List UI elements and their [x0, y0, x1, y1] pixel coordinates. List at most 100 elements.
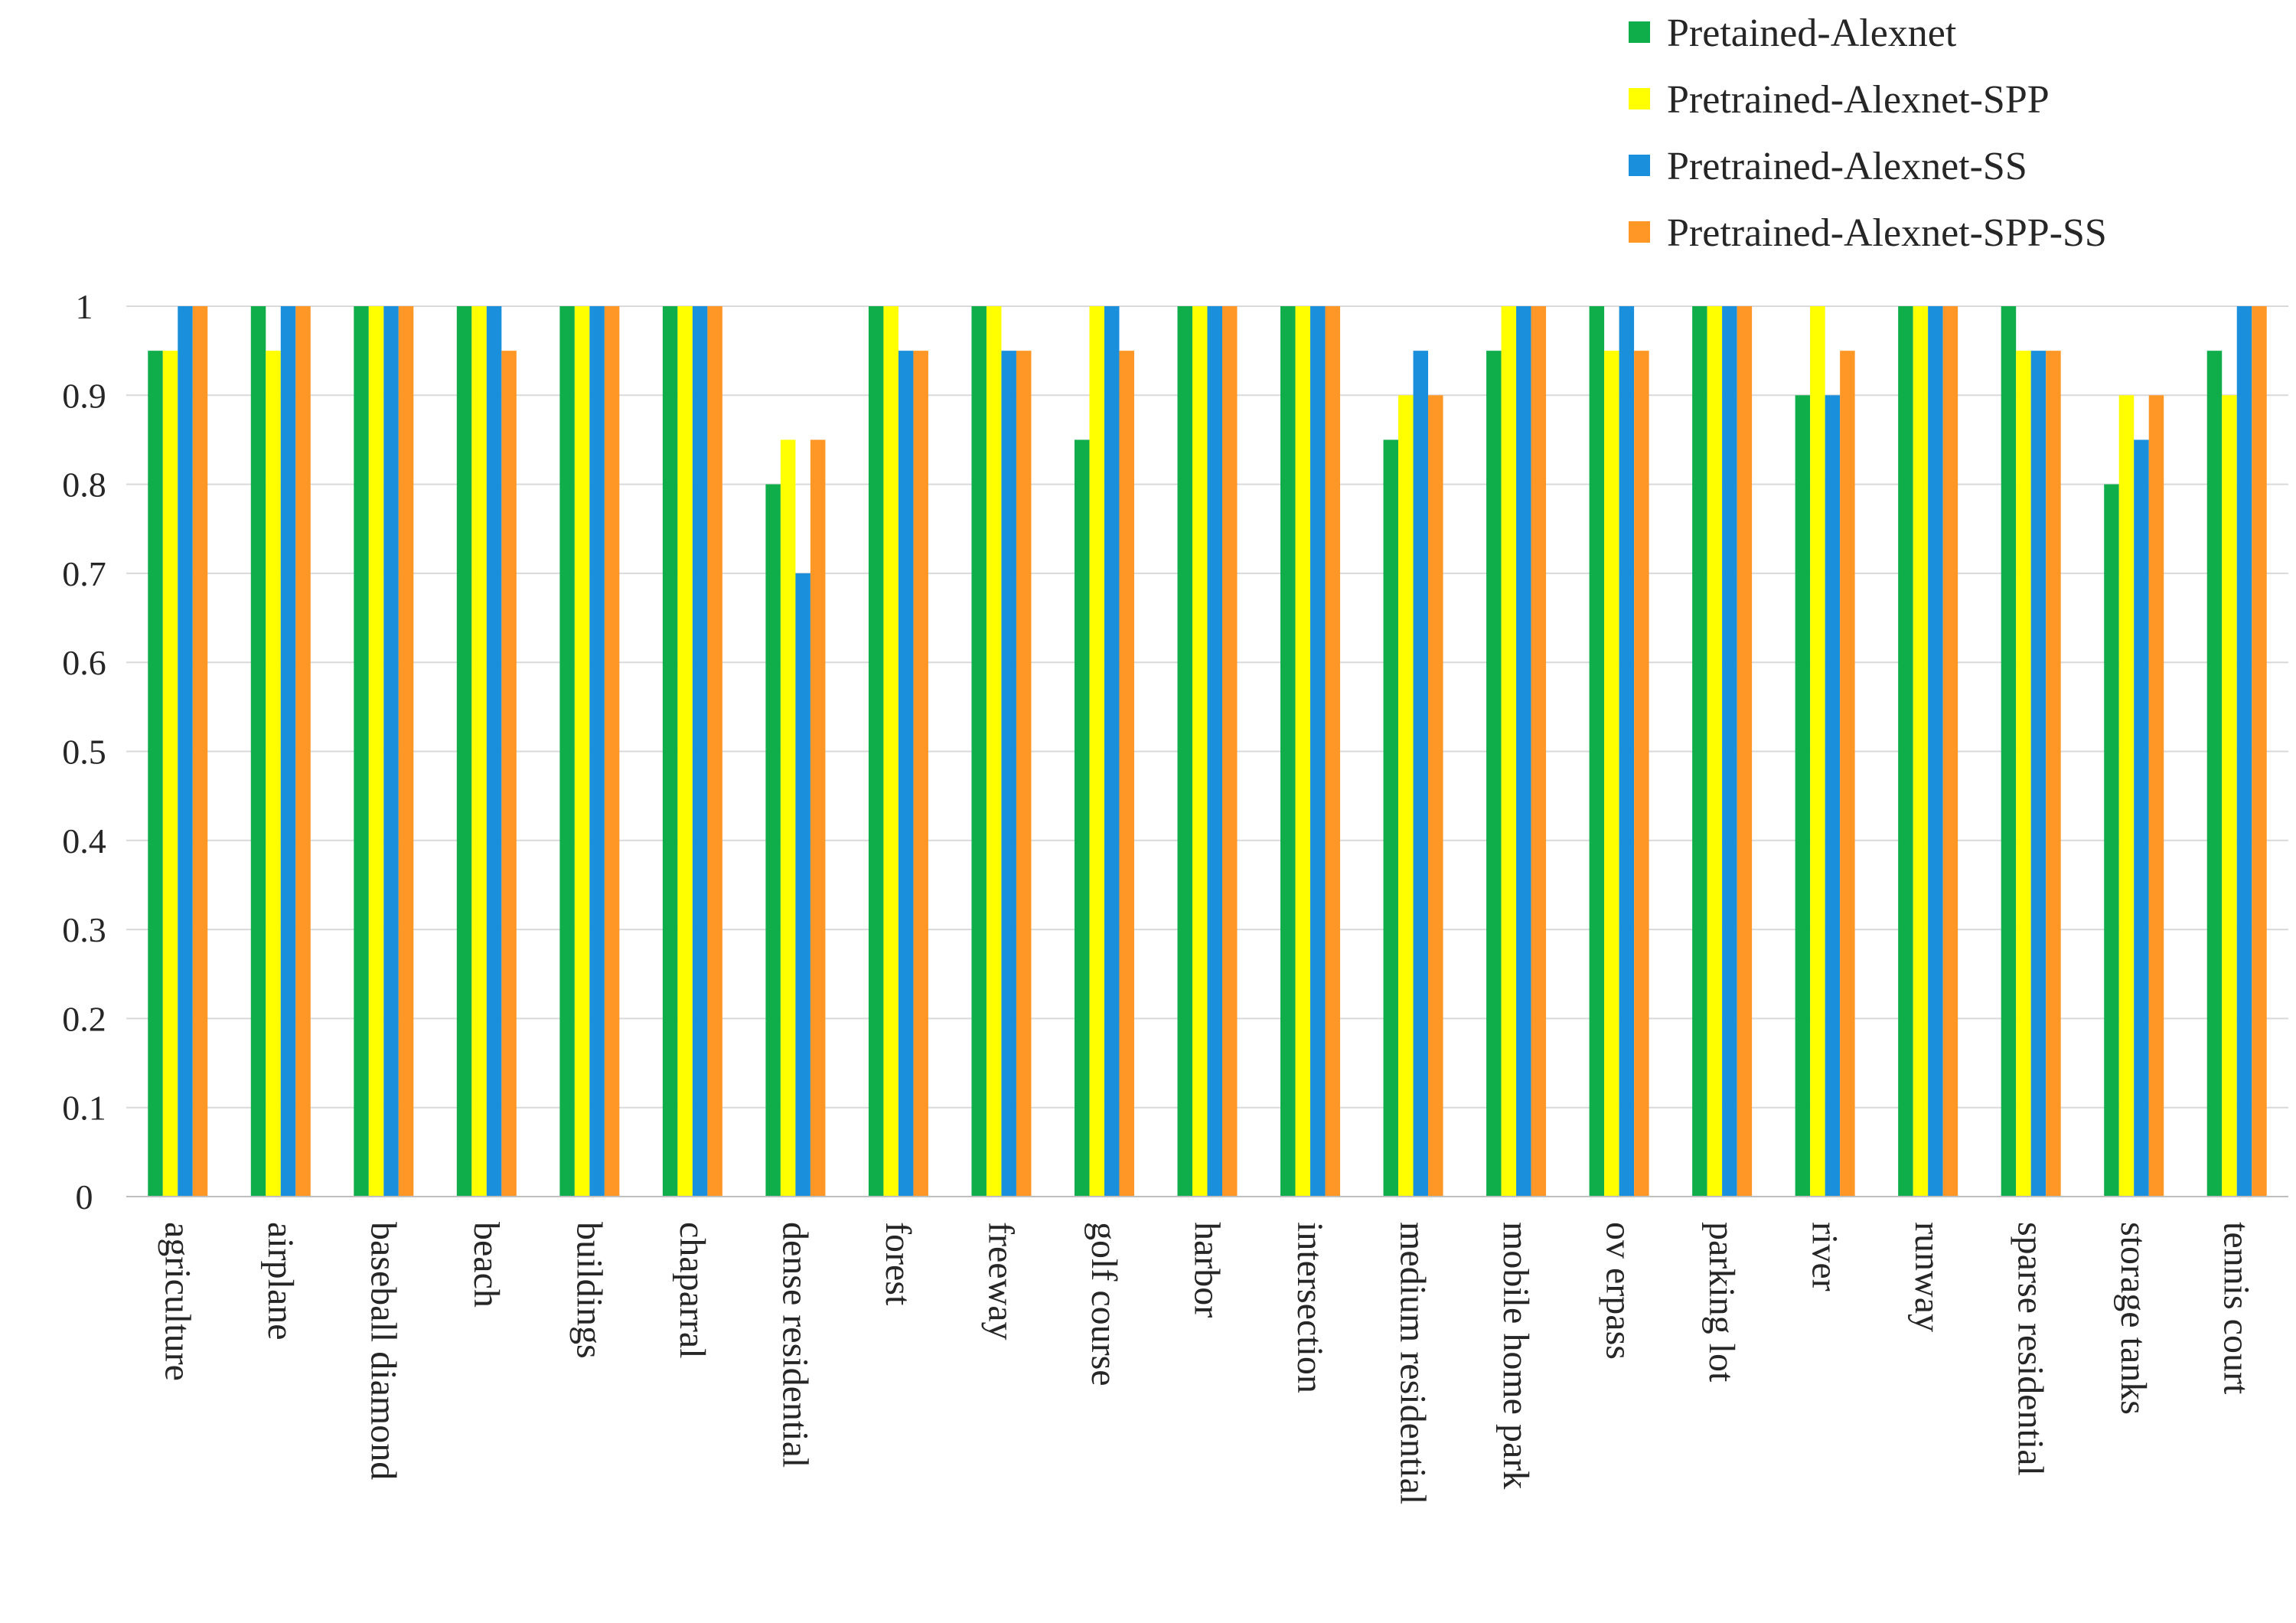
bar-runway-2: [1928, 306, 1943, 1197]
bar-chaparral-3: [707, 306, 722, 1197]
bar-dense-residential-3: [810, 439, 826, 1197]
bar-chaparral-2: [692, 306, 708, 1197]
legend-label: Pretained-Alexnet: [1667, 11, 1957, 55]
bar-tennis-court-1: [2222, 395, 2237, 1197]
category-label: runway: [1907, 1222, 1948, 1332]
bar-runway-1: [1913, 306, 1929, 1197]
bar-chaparral-0: [662, 306, 678, 1197]
bar-river-3: [1840, 351, 1855, 1197]
bars: [148, 306, 2267, 1197]
y-axis-ticks: 0 0.1 0.2 0.3 0.4 0.5 0.6 0.7 0.8 0.9 1: [62, 287, 106, 1216]
bar-river-2: [1825, 395, 1841, 1197]
bar-buildings-3: [604, 306, 620, 1197]
legend-swatch: [1629, 21, 1650, 43]
bar-storage-tanks-3: [2148, 395, 2164, 1197]
bar-sparse-residential-3: [2046, 351, 2061, 1197]
bar-intersection-0: [1280, 306, 1296, 1197]
bar-storage-tanks-0: [2104, 484, 2119, 1197]
legend-swatch: [1629, 88, 1650, 109]
bar-runway-0: [1898, 306, 1913, 1197]
bar-airplane-1: [266, 351, 281, 1197]
category-label: ov erpass: [1599, 1222, 1639, 1360]
y-tick-label: 0.3: [62, 910, 106, 949]
bar-medium-residential-2: [1413, 351, 1429, 1197]
bar-beach-1: [471, 306, 487, 1197]
legend: Pretained-Alexnet Pretrained-Alexnet-SPP P…: [1629, 11, 2107, 255]
bar-forest-3: [913, 351, 928, 1197]
bar-baseball-diamond-3: [398, 306, 414, 1197]
bar-airplane-3: [295, 306, 311, 1197]
bar-baseball-diamond-2: [383, 306, 399, 1197]
y-tick-label: 0.7: [62, 554, 106, 593]
bar-parking-lot-0: [1692, 306, 1707, 1197]
bar-storage-tanks-2: [2134, 439, 2149, 1197]
category-label: medium residential: [1393, 1222, 1433, 1504]
bar-freeway-0: [971, 306, 987, 1197]
bar-golf-course-3: [1119, 351, 1134, 1197]
bar-dense-residential-2: [795, 573, 810, 1197]
bar-harbor-3: [1222, 306, 1238, 1197]
bar-baseball-diamond-0: [354, 306, 369, 1197]
bar-parking-lot-2: [1722, 306, 1737, 1197]
bar-mobile-home-park-1: [1501, 306, 1517, 1197]
legend-label: Pretrained-Alexnet-SPP-SS: [1667, 211, 2107, 255]
y-tick-label: 0.9: [62, 376, 106, 415]
bar-buildings-1: [574, 306, 590, 1197]
bar-baseball-diamond-1: [368, 306, 384, 1197]
y-tick-label: 0: [76, 1177, 93, 1216]
bar-buildings-0: [559, 306, 575, 1197]
bar-mobile-home-park-3: [1531, 306, 1547, 1197]
category-label: parking lot: [1701, 1222, 1742, 1383]
bar-agriculture-1: [162, 351, 178, 1197]
bar-forest-1: [883, 306, 899, 1197]
bar-river-0: [1795, 395, 1811, 1197]
bar-intersection-1: [1295, 306, 1311, 1197]
category-label: mobile home park: [1495, 1222, 1536, 1489]
bar-freeway-2: [1001, 351, 1016, 1197]
category-label: buildings: [569, 1222, 609, 1359]
y-tick-label: 1: [76, 287, 93, 326]
bar-intersection-2: [1310, 306, 1326, 1197]
y-tick-label: 0.5: [62, 733, 106, 772]
bar-dense-residential-0: [765, 484, 781, 1197]
category-labels: agriculture airplane baseball diamond beach…: [157, 1222, 2256, 1504]
bar-sparse-residential-0: [2001, 306, 2017, 1197]
category-label: harbor: [1187, 1222, 1228, 1318]
bar-agriculture-2: [178, 306, 193, 1197]
category-label: chaparral: [672, 1222, 713, 1359]
category-label: agriculture: [157, 1222, 197, 1381]
bar-airplane-2: [280, 306, 296, 1197]
bar-buildings-2: [589, 306, 605, 1197]
bar-ov-erpass-1: [1604, 351, 1619, 1197]
bar-medium-residential-3: [1428, 395, 1443, 1197]
y-tick-label: 0.8: [62, 465, 106, 505]
bar-dense-residential-1: [780, 439, 796, 1197]
category-label: forest: [878, 1222, 918, 1306]
bar-airplane-0: [250, 306, 266, 1197]
bar-harbor-1: [1192, 306, 1208, 1197]
bar-intersection-3: [1325, 306, 1341, 1197]
bar-runway-3: [1942, 306, 1958, 1197]
y-tick-label: 0.2: [62, 999, 106, 1038]
bar-chaparral-1: [677, 306, 693, 1197]
y-tick-label: 0.4: [62, 821, 106, 860]
bar-sparse-residential-1: [2016, 351, 2031, 1197]
category-label: dense residential: [775, 1222, 815, 1468]
bar-beach-0: [456, 306, 472, 1197]
bar-agriculture-0: [148, 351, 163, 1197]
bar-tennis-court-0: [2206, 351, 2223, 1197]
legend-swatch: [1629, 221, 1650, 243]
bar-ov-erpass-2: [1619, 306, 1635, 1197]
category-label: storage tanks: [2113, 1222, 2154, 1415]
bar-medium-residential-0: [1383, 439, 1399, 1197]
bar-beach-3: [501, 351, 517, 1197]
bar-golf-course-1: [1089, 306, 1104, 1197]
bar-parking-lot-1: [1707, 306, 1723, 1197]
bar-agriculture-3: [192, 306, 208, 1197]
bar-forest-0: [868, 306, 884, 1197]
bar-freeway-1: [986, 306, 1002, 1197]
bar-ov-erpass-0: [1589, 306, 1605, 1197]
legend-label: Pretrained-Alexnet-SS: [1667, 145, 2027, 188]
bar-beach-2: [486, 306, 502, 1197]
